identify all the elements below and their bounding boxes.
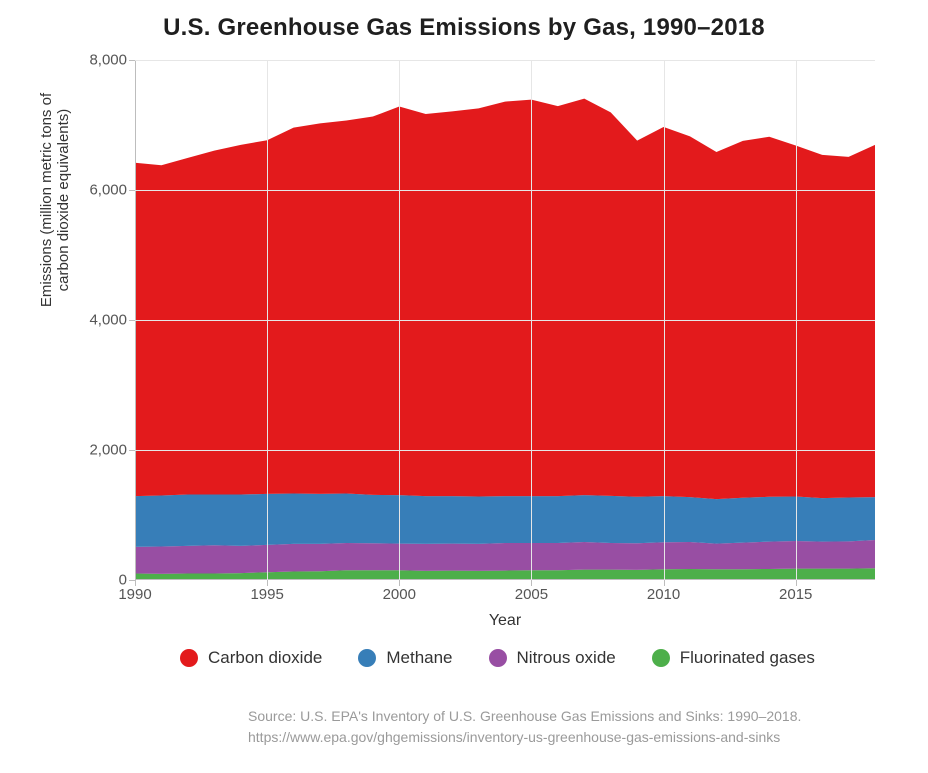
chart-container: { "chart": { "type": "area", "title": "U… (0, 0, 928, 773)
area-series-co2 (135, 99, 875, 499)
legend-label: Carbon dioxide (208, 648, 322, 668)
gridline-vertical (399, 60, 400, 580)
y-tick-label: 8,000 (67, 52, 127, 69)
legend-item-fluorinated: Fluorinated gases (652, 648, 815, 668)
y-axis-label: Emissions (million metric tons of carbon… (38, 0, 72, 460)
x-axis-label: Year (135, 612, 875, 630)
legend-swatch (180, 649, 198, 667)
gridline-vertical (796, 60, 797, 580)
legend-swatch (358, 649, 376, 667)
plot-area: 02,0004,0006,0008,0001990199520002005201… (135, 60, 875, 580)
x-axis-line (135, 579, 875, 580)
source-citation: Source: U.S. EPA's Inventory of U.S. Gre… (248, 706, 801, 748)
legend-swatch (652, 649, 670, 667)
y-tick-mark (129, 190, 135, 191)
chart-title: U.S. Greenhouse Gas Emissions by Gas, 19… (0, 14, 928, 42)
gridline-horizontal (135, 450, 875, 451)
gridline-horizontal (135, 190, 875, 191)
y-tick-mark (129, 450, 135, 451)
source-line-1: Source: U.S. EPA's Inventory of U.S. Gre… (248, 706, 801, 727)
gridline-vertical (267, 60, 268, 580)
y-tick-mark (129, 60, 135, 61)
area-series-methane (135, 494, 875, 547)
gridline-horizontal (135, 60, 875, 61)
y-tick-label: 4,000 (67, 312, 127, 329)
gridline-horizontal (135, 320, 875, 321)
y-tick-label: 6,000 (67, 182, 127, 199)
gridline-vertical (531, 60, 532, 580)
y-tick-mark (129, 320, 135, 321)
x-tick-label: 1995 (250, 586, 283, 603)
legend-label: Methane (386, 648, 452, 668)
legend-label: Fluorinated gases (680, 648, 815, 668)
x-tick-label: 2015 (779, 586, 812, 603)
x-tick-label: 2000 (383, 586, 416, 603)
legend-label: Nitrous oxide (517, 648, 616, 668)
legend: Carbon dioxide Methane Nitrous oxide Fluori… (180, 648, 815, 668)
x-tick-label: 2010 (647, 586, 680, 603)
legend-item-methane: Methane (358, 648, 452, 668)
legend-item-co2: Carbon dioxide (180, 648, 322, 668)
y-tick-label: 2,000 (67, 442, 127, 459)
legend-swatch (489, 649, 507, 667)
legend-item-nitrous: Nitrous oxide (489, 648, 616, 668)
x-tick-label: 1990 (118, 586, 151, 603)
gridline-vertical (664, 60, 665, 580)
source-line-2: https://www.epa.gov/ghgemissions/invento… (248, 727, 801, 748)
x-tick-label: 2005 (515, 586, 548, 603)
